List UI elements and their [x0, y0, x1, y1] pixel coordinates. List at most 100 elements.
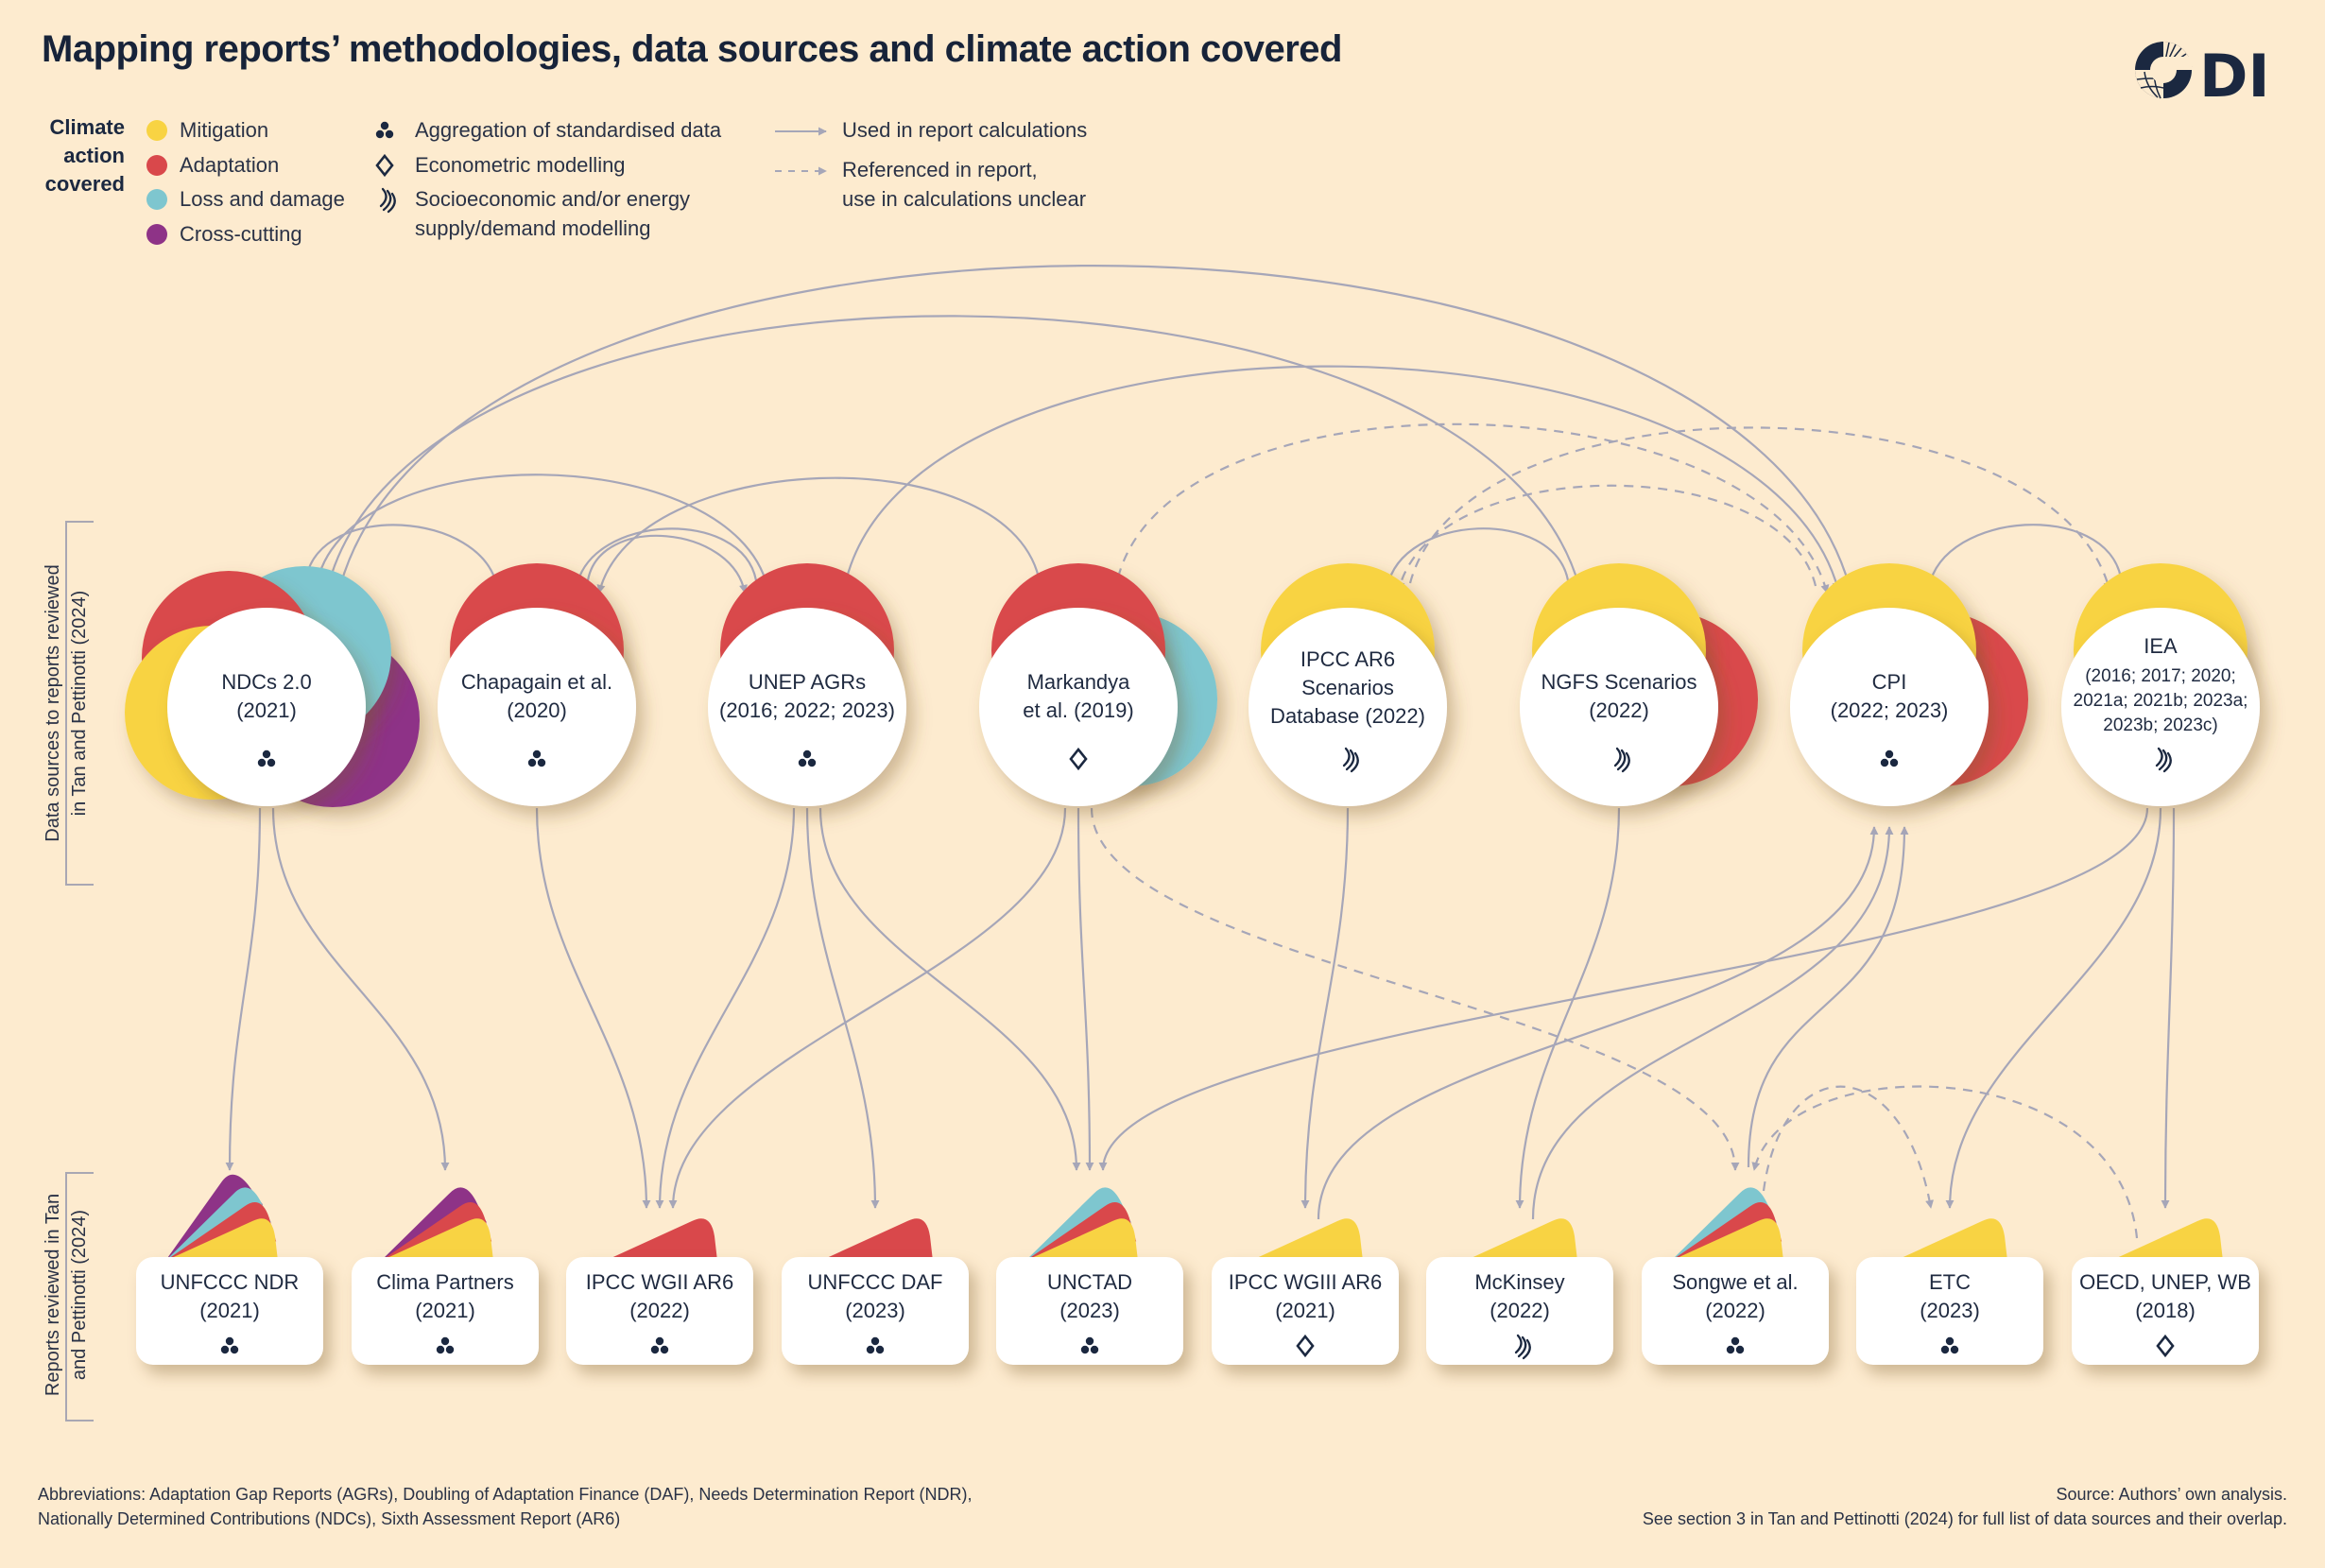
svg-text:DI: DI: [2199, 42, 2270, 104]
report-name: Songwe et al.: [1672, 1270, 1799, 1294]
dot: [650, 1345, 660, 1354]
dot: [655, 1336, 664, 1346]
diamond-icon: [1069, 747, 1088, 771]
legend-climate-label: Mitigation: [180, 118, 269, 142]
dot: [870, 1336, 880, 1346]
dot: [875, 1345, 885, 1354]
report-card-oecd: OECD, UNEP, WB (2018): [2072, 1257, 2259, 1365]
wave: [1517, 1335, 1527, 1358]
legend-climate-heading: Climate action covered: [28, 113, 125, 198]
dot: [436, 1345, 445, 1354]
report-method-icon: [1514, 1334, 1531, 1360]
connector-markandya-to-cpi: [1116, 422, 1830, 594]
aggregation-icon: [1080, 1336, 1099, 1354]
source-label-line: Database (2022): [1270, 704, 1425, 728]
source-circle: [1249, 608, 1447, 806]
footer-abbreviations: Abbreviations: Adaptation Gap Reports (A…: [38, 1482, 972, 1531]
dot: [1889, 758, 1899, 767]
legend-color-dot-mitigation: [146, 120, 167, 141]
wave: [1345, 749, 1355, 771]
connector-markandya-to-unctad: [1076, 807, 1094, 1171]
source-node-iea: [2061, 563, 2260, 806]
connector-markandya-to-songwe: [1090, 807, 1740, 1171]
wave: [2162, 751, 2172, 773]
connector-ndcs-to-clima: [271, 807, 450, 1171]
report-year: (2023): [1059, 1299, 1120, 1322]
connector-ndcs-to-ndr: [225, 807, 262, 1171]
dot: [440, 1336, 450, 1346]
legend-line-label: use in calculations unclear: [842, 187, 1087, 211]
climate-leaf-loss_and_damage: [1025, 1187, 1131, 1261]
legend-line-label: Used in report calculations: [842, 118, 1088, 142]
dot: [262, 750, 271, 759]
dot: [807, 758, 817, 767]
legend-heading-line: covered: [44, 172, 125, 196]
climate-leaf-adaptation: [381, 1202, 492, 1261]
source-label-line: Chapagain et al.: [460, 670, 613, 694]
climate-leaf-mitigation: [381, 1218, 493, 1261]
report-method-icon: [1080, 1336, 1099, 1354]
wave: [2155, 747, 2163, 767]
report-name: Clima Partners: [376, 1270, 514, 1294]
report-method-icon: [220, 1336, 239, 1354]
report-name: ETC: [1929, 1270, 1971, 1294]
legend-color-dot-cross_cutting: [146, 223, 167, 245]
dot: [660, 1345, 669, 1354]
legend-method-label: Socioeconomic and/or energy: [415, 187, 691, 211]
source-circle: [708, 608, 906, 806]
dot: [1945, 1336, 1955, 1346]
dot: [1880, 758, 1889, 767]
source-node-unep: [708, 563, 906, 806]
connector-mckinsey-to-cpi: [1531, 826, 1894, 1220]
report-method-icon: [2156, 1334, 2175, 1358]
report-name: UNFCCC DAF: [807, 1270, 943, 1294]
report-fan-unctad: [1025, 1187, 1138, 1261]
report-name: UNCTAD: [1046, 1270, 1133, 1294]
climate-leaf-adaptation: [165, 1202, 277, 1261]
dot: [1080, 1345, 1090, 1354]
wave: [1350, 751, 1359, 773]
dot: [527, 758, 537, 767]
aggregation-icon: [1940, 1336, 1959, 1354]
source-label-line: Markandya: [1026, 670, 1130, 694]
connector-iea-to-cpi: [1926, 524, 2123, 588]
source-label-line: Scenarios: [1301, 676, 1394, 699]
connections-layer: [225, 265, 2176, 1239]
connector-ndcs-to-ngfs: [327, 315, 1582, 588]
wave: [1613, 747, 1622, 767]
source-circle: [1790, 608, 1989, 806]
source-circle: [979, 608, 1178, 806]
source-label-line: 2021a; 2021b; 2023a;: [2073, 691, 2248, 711]
legend-method-label: Econometric modelling: [415, 153, 626, 177]
connector-unep-to-chapagain: [574, 527, 758, 588]
report-year: (2022): [629, 1299, 690, 1322]
nodes-layer: [125, 563, 2260, 1261]
legend-climate-label: Adaptation: [180, 152, 280, 177]
source-label-line: CPI: [1871, 670, 1907, 694]
connector-ipccdb-to-iea: [1408, 426, 2112, 591]
connector-cpi-to-ipccdb: [1396, 484, 1817, 591]
wave: [1522, 1338, 1531, 1360]
odi-logo: DI: [2135, 42, 2270, 104]
climate-leaf-mitigation: [2110, 1218, 2223, 1261]
dot: [802, 750, 812, 759]
report-method-icon: [1940, 1336, 1959, 1354]
report-card-daf: UNFCCC DAF (2023): [782, 1257, 969, 1365]
modelling-waves-icon: [2155, 747, 2172, 773]
aggregation-icon: [1726, 1336, 1745, 1354]
dot: [866, 1345, 875, 1354]
report-card-unctad: UNCTAD (2023): [996, 1257, 1183, 1365]
source-label-line: UNEP AGRs: [748, 670, 867, 694]
source-label-line: (2022): [1589, 698, 1649, 722]
source-label-line: NDCs 2.0: [221, 670, 312, 694]
legend-line-label: Referenced in report,: [842, 158, 1038, 181]
connector-ngfs-to-ipccdb: [1385, 527, 1570, 588]
dot: [1726, 1345, 1735, 1354]
reports-bracket: [65, 1172, 94, 1422]
report-year: (2021): [415, 1299, 475, 1322]
dot: [1950, 1345, 1959, 1354]
aggregation-icon: [220, 1336, 239, 1354]
source-node-ndcs: [125, 566, 420, 807]
source-label-line: (2021): [236, 698, 297, 722]
